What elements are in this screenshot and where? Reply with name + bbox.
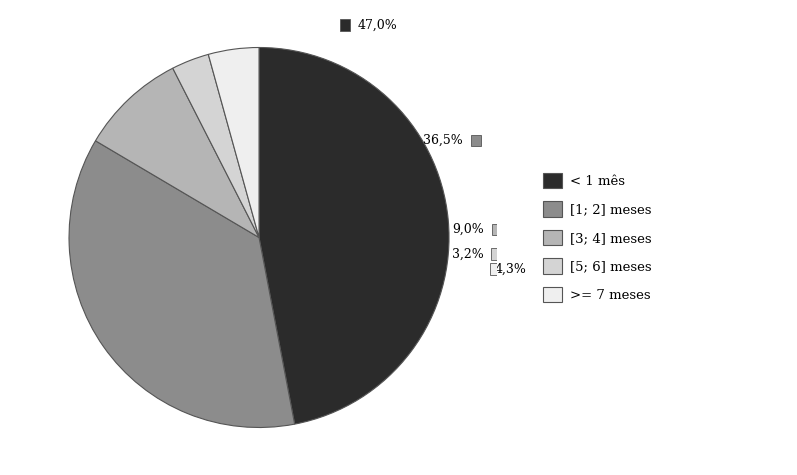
Wedge shape bbox=[208, 48, 259, 238]
Polygon shape bbox=[492, 248, 501, 260]
Wedge shape bbox=[69, 141, 295, 428]
Text: 4,3%: 4,3% bbox=[495, 263, 527, 275]
Text: 36,5%: 36,5% bbox=[423, 134, 463, 147]
Legend: < 1 mês, [1; 2] meses, [3; 4] meses, [5; 6] meses, >= 7 meses: < 1 mês, [1; 2] meses, [3; 4] meses, [5;… bbox=[538, 168, 657, 307]
Polygon shape bbox=[492, 224, 502, 235]
Polygon shape bbox=[471, 135, 481, 146]
Polygon shape bbox=[490, 264, 500, 275]
Text: 47,0%: 47,0% bbox=[358, 19, 398, 31]
Wedge shape bbox=[259, 48, 449, 424]
Polygon shape bbox=[340, 19, 351, 30]
Text: 3,2%: 3,2% bbox=[452, 247, 484, 261]
Wedge shape bbox=[96, 68, 259, 238]
Text: 9,0%: 9,0% bbox=[453, 223, 485, 236]
Wedge shape bbox=[173, 55, 259, 238]
